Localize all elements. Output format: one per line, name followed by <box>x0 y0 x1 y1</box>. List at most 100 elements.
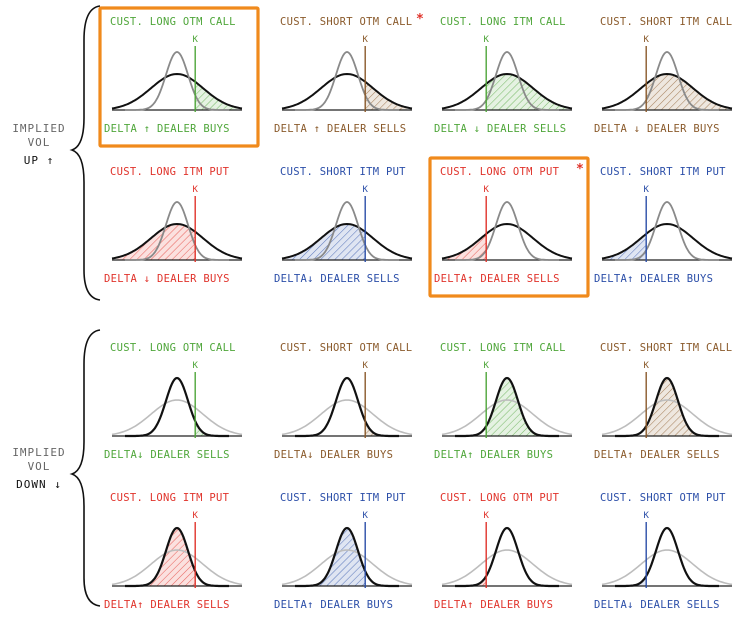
panel-title: CUST. SHORT OTM CALL <box>280 16 412 28</box>
probability-shading <box>117 224 196 260</box>
panel: K CUST. LONG OTM PUT DELTA↑ DEALER BUYS <box>434 492 573 611</box>
panel: K CUST. LONG ITM PUT DELTA↑ DEALER SELLS <box>104 492 243 611</box>
wide-distribution-curve <box>601 222 733 260</box>
strike-label: K <box>362 185 368 195</box>
group-brace-vol-up <box>69 5 101 301</box>
narrow-distribution-curve <box>615 201 719 261</box>
panel-title: CUST. LONG ITM CALL <box>440 342 566 354</box>
narrow-distribution-curve <box>295 376 399 438</box>
panel-footer: DELTA↑ DEALER BUYS <box>434 599 553 611</box>
group-label-line1: IMPLIED <box>12 122 66 135</box>
narrow-distribution-curve <box>455 201 559 261</box>
narrow-distribution-curve <box>125 51 229 111</box>
panel-title: CUST. LONG OTM PUT <box>440 492 560 504</box>
wide-distribution-curve <box>111 549 243 586</box>
group-brace-vol-down <box>69 329 101 607</box>
panel-title: CUST. SHORT OTM CALL <box>280 342 412 354</box>
panel-title: CUST. SHORT ITM PUT <box>280 166 406 178</box>
strike-label: K <box>643 511 649 521</box>
panel-footer: DELTA↑ DEALER SELLS <box>434 273 560 285</box>
wide-distribution-curve <box>601 72 733 110</box>
narrow-distribution-curve <box>295 526 399 588</box>
wide-distribution-curve <box>281 72 413 110</box>
strike-label: K <box>483 361 489 371</box>
probability-shading <box>607 233 647 260</box>
wide-distribution-curve <box>281 399 413 436</box>
probability-shading <box>195 421 237 436</box>
panel: K CUST. LONG OTM PUT DELTA↑ DEALER SELLS * <box>428 156 590 298</box>
panel-title: CUST. LONG ITM PUT <box>110 492 230 504</box>
narrow-distribution-curve <box>295 201 399 261</box>
probability-shading <box>195 81 237 110</box>
panel: K CUST. LONG ITM PUT DELTA ↓ DEALER BUYS <box>104 166 243 285</box>
panel-footer: DELTA↑ DEALER BUYS <box>594 273 713 285</box>
asterisk-marker: * <box>416 12 424 27</box>
panel-footer: DELTA ↓ DEALER SELLS <box>434 123 566 135</box>
strike-label: K <box>362 35 368 45</box>
panel-footer: DELTA↑ DEALER SELLS <box>594 449 720 461</box>
panel: K CUST. SHORT ITM CALL DELTA ↓ DEALER BUYS <box>594 16 732 135</box>
probability-shading <box>365 81 407 110</box>
probability-shading <box>365 421 407 436</box>
panel: K CUST. SHORT ITM CALL DELTA↑ DEALER SELLS <box>594 342 732 461</box>
panel-footer: DELTA↑ DEALER SELLS <box>104 599 230 611</box>
panel-footer: DELTA↓ DEALER SELLS <box>104 449 230 461</box>
panel-title: CUST. SHORT ITM CALL <box>600 16 732 28</box>
strike-label: K <box>192 185 198 195</box>
narrow-distribution-curve <box>455 526 559 588</box>
wide-distribution-curve <box>111 72 243 110</box>
strike-label: K <box>643 35 649 45</box>
wide-distribution-curve <box>441 399 573 436</box>
strike-label: K <box>362 511 368 521</box>
probability-shading <box>447 233 487 260</box>
panel: K CUST. SHORT ITM PUT DELTA↑ DEALER BUYS <box>274 492 413 611</box>
strike-label: K <box>483 511 489 521</box>
panel-footer: DELTA↑ DEALER BUYS <box>274 599 393 611</box>
strike-label: K <box>483 35 489 45</box>
narrow-distribution-curve <box>455 51 559 111</box>
group-label-line2: VOL <box>27 460 51 473</box>
probability-shading <box>646 378 727 436</box>
group-label-line2: VOL <box>27 136 51 149</box>
panel-footer: DELTA↓ DEALER SELLS <box>274 273 400 285</box>
strike-label: K <box>483 185 489 195</box>
panel: K CUST. SHORT OTM CALL DELTA ↑ DEALER SELL… <box>274 12 424 135</box>
strike-label: K <box>643 361 649 371</box>
narrow-distribution-curve <box>125 526 229 588</box>
probability-shading <box>447 576 487 586</box>
group-label-direction: UP ↑ <box>23 154 55 167</box>
wide-distribution-curve <box>441 222 573 260</box>
wide-distribution-curve <box>281 549 413 586</box>
strike-label: K <box>643 185 649 195</box>
panel: K CUST. SHORT ITM PUT DELTA↑ DEALER BUYS <box>594 166 733 285</box>
panel: K CUST. LONG OTM CALL DELTA↓ DEALER SELLS <box>104 342 243 461</box>
probability-shading <box>287 528 366 586</box>
group-label-vol-down: IMPLIED VOL DOWN ↓ <box>2 446 76 492</box>
panel-footer: DELTA ↑ DEALER BUYS <box>104 123 230 135</box>
panel: K CUST. LONG ITM CALL DELTA ↓ DEALER SELLS <box>434 16 573 135</box>
narrow-distribution-curve <box>125 376 229 438</box>
panel-title: CUST. LONG ITM CALL <box>440 16 566 28</box>
panel-footer: DELTA↓ DEALER SELLS <box>594 599 720 611</box>
narrow-distribution-curve <box>125 201 229 261</box>
probability-shading <box>486 378 567 436</box>
wide-distribution-curve <box>111 399 243 436</box>
highlight-box <box>98 6 260 148</box>
panel-footer: DELTA↑ DEALER BUYS <box>434 449 553 461</box>
panel: K CUST. LONG ITM CALL DELTA↑ DEALER BUYS <box>434 342 573 461</box>
probability-shading <box>486 74 567 110</box>
wide-distribution-curve <box>441 72 573 110</box>
panel: K CUST. SHORT OTM CALL DELTA↓ DEALER BUYS <box>274 342 412 461</box>
panel-title: CUST. LONG OTM CALL <box>110 342 236 354</box>
panel-footer: DELTA ↑ DEALER SELLS <box>274 123 406 135</box>
strike-label: K <box>192 511 198 521</box>
narrow-distribution-curve <box>615 526 719 588</box>
wide-distribution-curve <box>281 222 413 260</box>
narrow-distribution-curve <box>615 51 719 111</box>
probability-shading <box>607 576 647 586</box>
strike-label: K <box>362 361 368 371</box>
group-label-direction: DOWN ↓ <box>16 478 62 491</box>
group-label-line1: IMPLIED <box>12 446 66 459</box>
asterisk-marker: * <box>576 162 584 177</box>
